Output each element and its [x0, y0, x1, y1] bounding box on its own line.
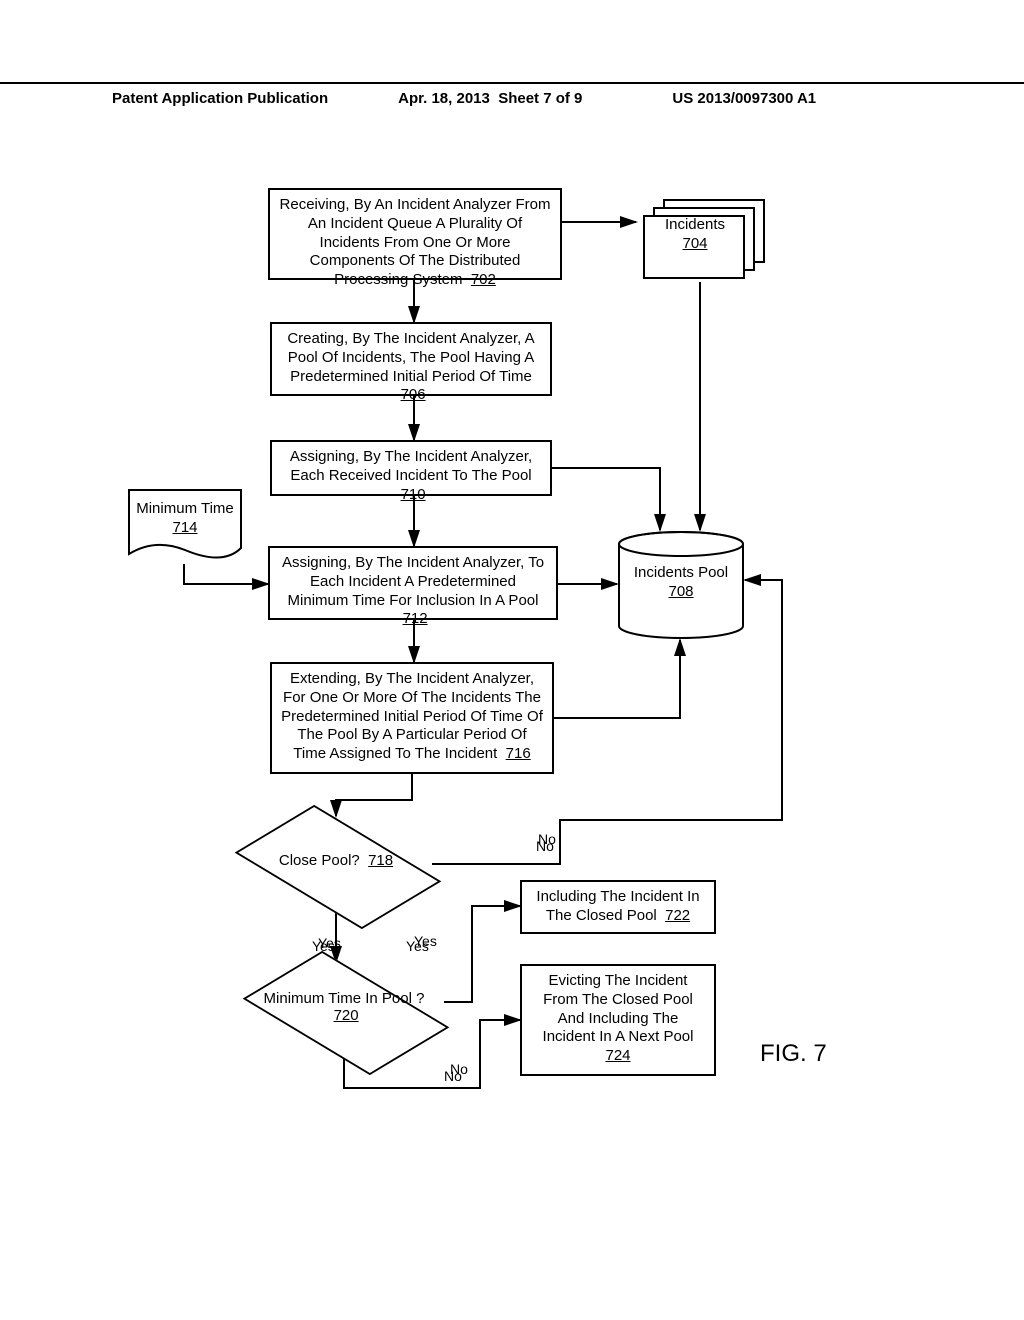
edge-label-yes: Yes — [312, 938, 335, 954]
decision-close-pool: Close Pool? 718 — [240, 816, 432, 912]
edge-label-no: No — [444, 1068, 462, 1084]
figure-label: FIG. 7 — [760, 1040, 827, 1068]
minimum-time-doc: Minimum Time 714 — [127, 488, 243, 564]
incidents-documents: Incidents 704 — [642, 198, 772, 288]
decision-min-time-in-pool: Minimum Time In Pool ? 720 — [248, 962, 440, 1058]
step-extend-period: Extending, By The Incident Analyzer, For… — [270, 662, 554, 774]
step-include-in-closed-pool: Including The Incident In The Closed Poo… — [520, 880, 716, 934]
page-root: Patent Application Publication Apr. 18, … — [0, 0, 1024, 1320]
step-assign-min-time: Assigning, By The Incident Analyzer, To … — [268, 546, 558, 620]
step-create-pool: Creating, By The Incident Analyzer, A Po… — [270, 322, 552, 396]
incidents-pool-cylinder: Incidents Pool 708 — [617, 530, 745, 640]
header-left: Patent Application Publication — [112, 90, 328, 107]
step-assign-to-pool: Assigning, By The Incident Analyzer, Eac… — [270, 440, 552, 496]
edge-label-no: No — [536, 838, 554, 854]
header-pubno: US 2013/0097300 A1 — [672, 90, 816, 107]
step-receive-incidents: Receiving, By An Incident Analyzer From … — [268, 188, 562, 280]
page-header: Patent Application Publication Apr. 18, … — [0, 82, 1024, 107]
step-evict-next-pool: Evicting The Incident From The Closed Po… — [520, 964, 716, 1076]
edge-label-yes: Yes — [406, 938, 429, 954]
header-date: Apr. 18, 2013 Sheet 7 of 9 — [398, 90, 582, 107]
